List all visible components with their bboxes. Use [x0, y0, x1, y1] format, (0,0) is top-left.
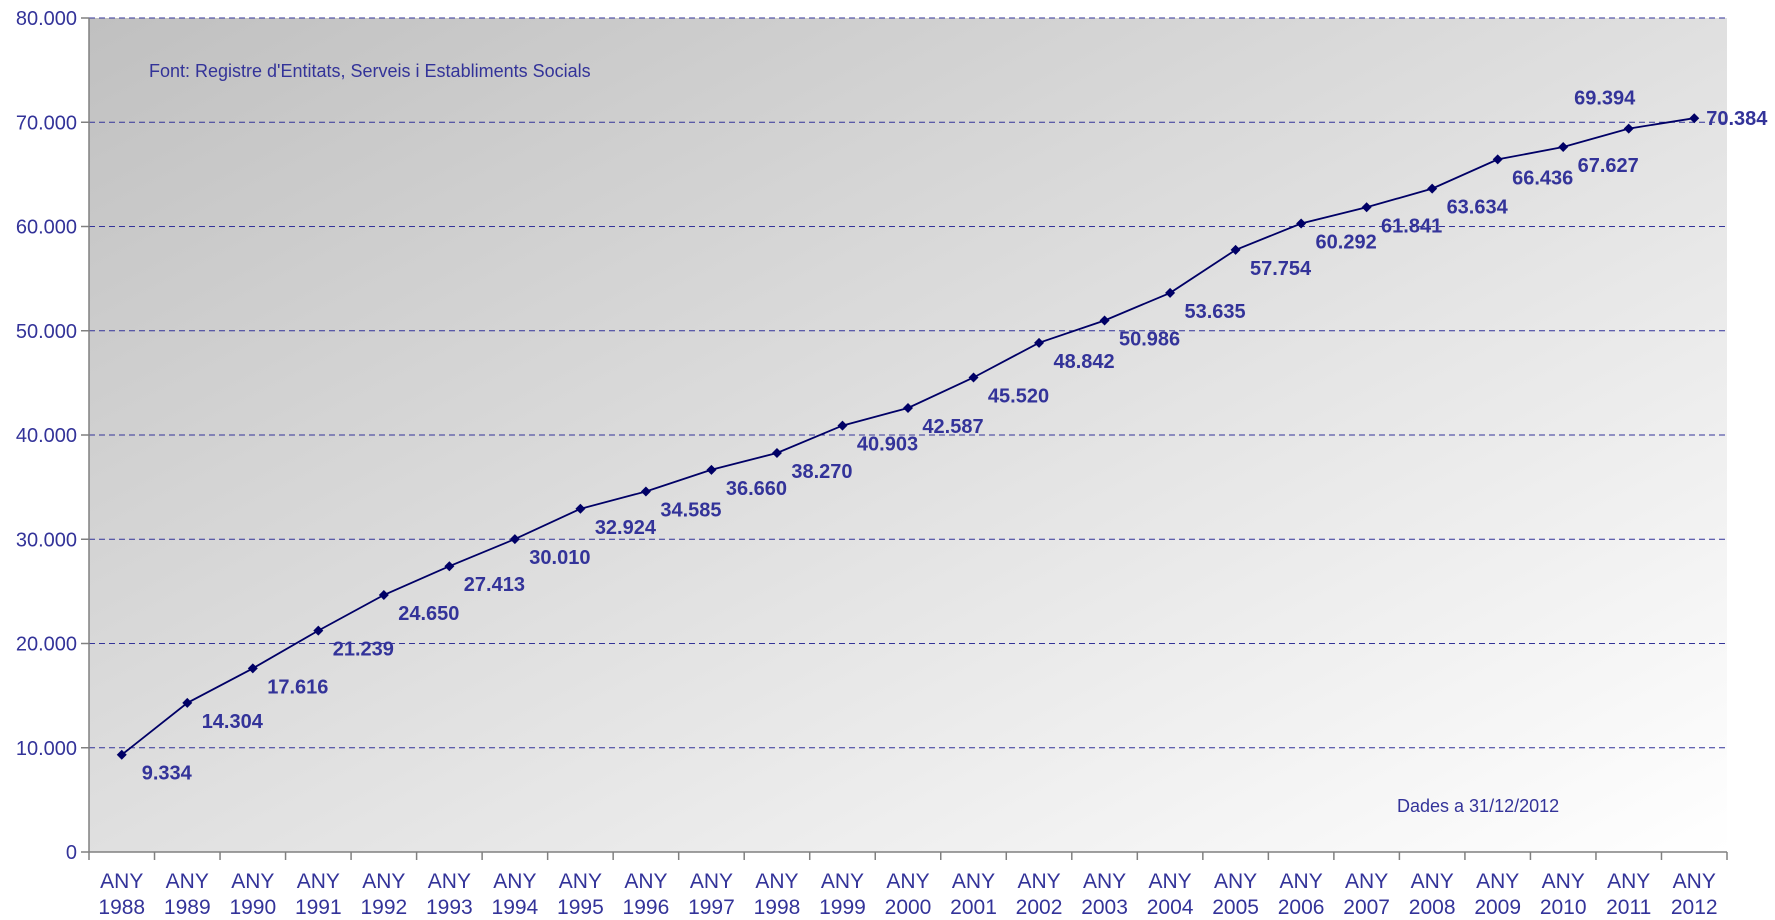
x-tick-label: ANY 2003	[1081, 870, 1128, 919]
data-label: 45.520	[988, 385, 1049, 407]
data-point-marker	[247, 663, 258, 674]
data-label: 53.635	[1184, 301, 1245, 323]
data-label: 40.903	[857, 434, 918, 456]
y-tick-label: 50.000	[16, 321, 77, 343]
data-point-marker	[1427, 183, 1438, 194]
y-tick-label: 30.000	[16, 529, 77, 551]
data-point-marker	[968, 372, 979, 383]
data-point-marker	[378, 590, 389, 601]
data-point-marker	[1099, 315, 1110, 326]
date-note: Dades a 31/12/2012	[1397, 796, 1559, 816]
y-tick-label: 0	[66, 842, 77, 864]
x-tick-label: ANY 1988	[98, 870, 145, 919]
data-point-marker	[313, 625, 324, 636]
x-tick-label: ANY 1992	[360, 870, 407, 919]
data-point-marker	[1230, 244, 1241, 255]
data-point-marker	[1623, 123, 1634, 134]
data-point-marker	[116, 749, 127, 760]
x-tick-label: ANY 2002	[1016, 870, 1063, 919]
data-label: 48.842	[1053, 351, 1114, 373]
data-point-marker	[509, 534, 520, 545]
data-label: 66.436	[1512, 167, 1573, 189]
y-tick-labels: 0 10.000 20.000 30.000 40.000 50.000 60.000 70.…	[16, 8, 77, 864]
y-tick-label: 80.000	[16, 8, 77, 30]
data-label: 24.650	[398, 603, 459, 625]
data-label: 38.270	[791, 461, 852, 483]
x-tick-label: ANY 1997	[688, 870, 735, 919]
x-tick-labels: ANY 1988 ANY 1989 ANY 1990 ANY 1991 ANY 1992 ANY 19…	[98, 870, 1717, 919]
data-label: 69.394	[1574, 88, 1636, 110]
y-tick-label: 20.000	[16, 634, 77, 656]
y-tick-label: 70.000	[16, 112, 77, 134]
x-tick-label: ANY 2001	[950, 870, 997, 919]
data-label: 32.924	[595, 517, 657, 539]
data-label: 67.627	[1578, 155, 1639, 177]
data-labels: 9.334 14.30417.61621.23924.65027.41330.01…	[142, 88, 1769, 785]
data-point-marker	[182, 697, 193, 708]
data-label: 17.616	[267, 676, 328, 698]
data-label: 36.660	[726, 478, 787, 500]
data-point-marker	[444, 561, 455, 572]
data-point-marker	[1361, 202, 1372, 213]
data-label: 57.754	[1250, 258, 1312, 280]
x-tick-label: ANY 1994	[492, 870, 539, 919]
x-tick-label: ANY 2005	[1212, 870, 1259, 919]
axes	[88, 18, 1728, 860]
x-tick-label: ANY 2011	[1606, 870, 1651, 919]
x-tick-label: ANY 1993	[426, 870, 473, 919]
x-tick-label: ANY 2004	[1147, 870, 1194, 919]
x-tick-label: ANY 1991	[295, 870, 342, 919]
data-label: 34.585	[660, 499, 721, 521]
data-label: 21.239	[333, 639, 394, 661]
data-label: 42.587	[922, 416, 983, 438]
x-tick-label: ANY 1989	[164, 870, 211, 919]
data-point-marker	[1558, 141, 1569, 152]
x-tick-label: ANY 2007	[1343, 870, 1390, 919]
data-label: 9.334	[142, 763, 193, 785]
y-tick-label: 40.000	[16, 425, 77, 447]
data-point-marker	[1296, 218, 1307, 229]
data-label: 30.010	[529, 547, 590, 569]
x-tick-label: ANY 1990	[229, 870, 276, 919]
data-label: 60.292	[1316, 231, 1377, 253]
x-tick-label: ANY 1996	[623, 870, 670, 919]
data-label: 14.304	[202, 711, 264, 733]
series-line-layer	[116, 113, 1700, 760]
data-point-marker	[771, 448, 782, 459]
data-point-marker	[1492, 154, 1503, 165]
y-tick-label: 60.000	[16, 217, 77, 239]
data-point-marker	[1034, 337, 1045, 348]
y-tick-label: 10.000	[16, 738, 77, 760]
data-point-marker	[903, 403, 913, 414]
x-tick-label: ANY 2009	[1474, 870, 1521, 919]
data-point-marker	[575, 503, 586, 514]
x-tick-label: ANY 2000	[885, 870, 932, 919]
data-point-marker	[640, 486, 651, 497]
x-tick-label: ANY 2006	[1278, 870, 1325, 919]
data-point-marker	[1165, 287, 1176, 298]
data-point-marker	[837, 420, 848, 431]
data-point-marker	[706, 464, 717, 475]
x-tick-label: ANY 2008	[1409, 870, 1456, 919]
data-point-marker	[1689, 113, 1700, 124]
x-tick-label: ANY 1995	[557, 870, 604, 919]
data-label: 70.384	[1706, 108, 1768, 130]
data-label: 27.413	[464, 574, 525, 596]
data-label: 61.841	[1381, 215, 1442, 237]
x-tick-label: ANY 2012	[1671, 870, 1718, 919]
x-tick-label: ANY 1999	[819, 870, 866, 919]
source-note: Font: Registre d'Entitats, Serveis i Est…	[149, 61, 591, 81]
data-label: 50.986	[1119, 328, 1180, 350]
gridlines	[81, 17, 1727, 853]
x-tick-label: ANY 1998	[754, 870, 801, 919]
data-label: 63.634	[1447, 197, 1509, 219]
x-tick-label: ANY 2010	[1540, 870, 1587, 919]
